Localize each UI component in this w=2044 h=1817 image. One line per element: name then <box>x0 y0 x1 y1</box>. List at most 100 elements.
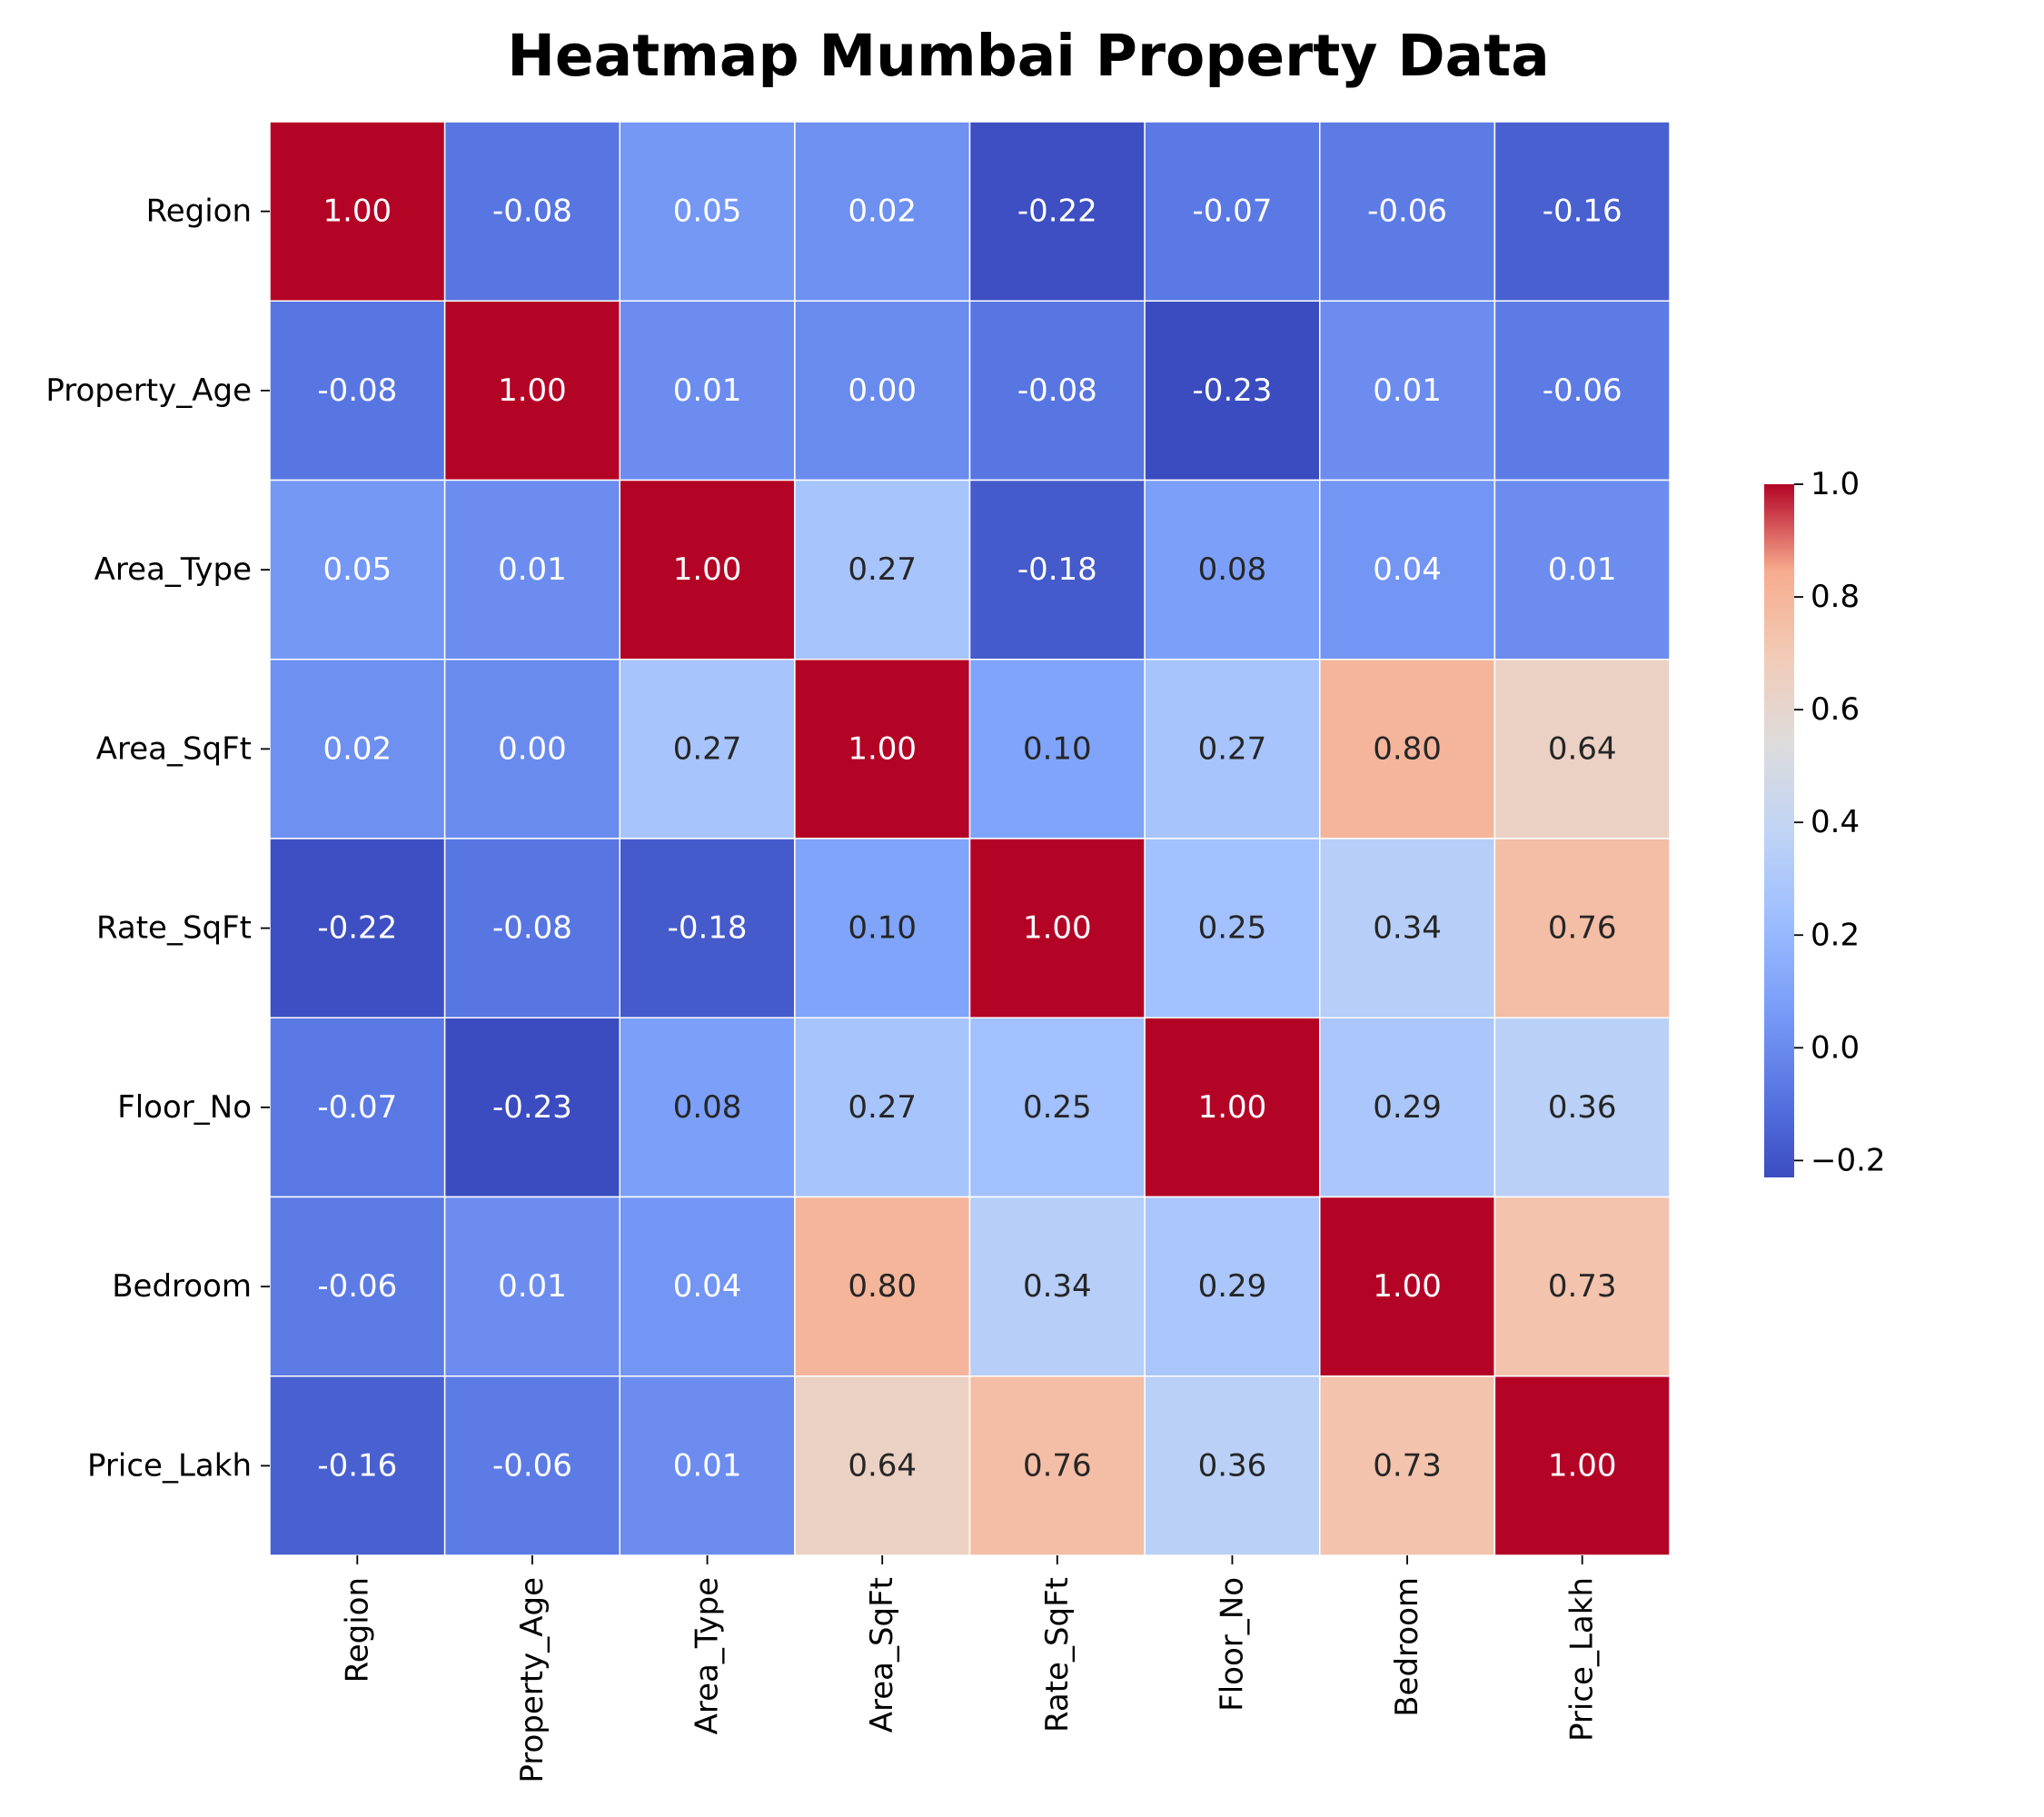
x-tick-label: Region <box>339 1577 375 1683</box>
cell-value-label: 1.00 <box>1373 1268 1442 1305</box>
cell-value-label: 0.01 <box>1373 372 1442 409</box>
heatmap-cell <box>619 659 796 839</box>
heatmap-cell <box>619 1017 796 1198</box>
cell-value-label: 0.08 <box>1198 551 1267 588</box>
cell-value-label: -0.22 <box>1017 194 1097 230</box>
y-tick-label: Floor_No <box>117 1089 252 1126</box>
heatmap-cell <box>1144 1017 1321 1198</box>
cell-value-label: 0.00 <box>848 372 917 409</box>
cell-value-label: 0.01 <box>498 551 567 588</box>
cell-value-label: 0.05 <box>673 194 742 230</box>
chart-title: Heatmap Mumbai Property Data <box>507 23 1550 89</box>
cell-value-label: 0.04 <box>673 1268 742 1305</box>
y-tick-label: Bedroom <box>112 1268 252 1305</box>
cell-value-label: -0.18 <box>668 910 748 947</box>
cell-value-label: 1.00 <box>1548 1447 1617 1484</box>
cell-value-label: 0.02 <box>848 194 917 230</box>
heatmap-cell <box>443 300 620 482</box>
heatmap-cell <box>968 1017 1146 1198</box>
cell-value-label: 1.00 <box>848 730 917 767</box>
cell-value-label: 0.76 <box>1023 1447 1092 1484</box>
colorbar-gradient <box>1764 484 1794 1177</box>
cell-value-label: -0.23 <box>1192 372 1272 409</box>
heatmap-cell <box>1144 1375 1321 1556</box>
cell-value-label: 0.29 <box>1373 1089 1442 1126</box>
x-tick-label: Area_SqFt <box>864 1577 900 1733</box>
cell-value-label: 1.00 <box>1198 1089 1267 1126</box>
cell-value-label: 0.10 <box>1023 730 1092 767</box>
heatmap-cell <box>269 659 446 839</box>
heatmap-cell <box>1319 300 1496 482</box>
cell-value-label: 0.01 <box>1548 551 1617 588</box>
cell-value-label: -0.06 <box>1367 194 1447 230</box>
heatmap-cell <box>968 300 1146 482</box>
cell-value-label: 0.36 <box>1548 1089 1617 1126</box>
x-tick-label: Area_Type <box>690 1577 726 1734</box>
heatmap-cell <box>968 659 1146 839</box>
y-tick-label: Region <box>146 194 252 230</box>
heatmap-cell <box>1144 121 1321 302</box>
heatmap-grid <box>269 121 1671 1556</box>
cell-value-label: 0.27 <box>1198 730 1267 767</box>
y-tick-label: Area_Type <box>94 551 252 588</box>
heatmap-cell <box>1144 479 1321 660</box>
y-tick-label: Area_SqFt <box>96 730 252 767</box>
heatmap-cell <box>1319 1196 1496 1377</box>
cell-value-label: -0.08 <box>317 372 397 409</box>
heatmap-cell <box>443 479 620 660</box>
heatmap-cell <box>1144 1196 1321 1377</box>
colorbar: 1.0 0.8 0.6 0.4 0.2 0.0 −0.2 <box>1764 466 1886 1178</box>
heatmap-cell <box>794 659 971 839</box>
cell-value-label: 0.27 <box>673 730 742 767</box>
cell-value-label: -0.23 <box>492 1089 572 1126</box>
heatmap-cell <box>1493 838 1671 1018</box>
heatmap-cell <box>1144 300 1321 482</box>
y-tick-label: Price_Lakh <box>87 1447 252 1484</box>
heatmap-cell <box>619 1196 796 1377</box>
heatmap-cell <box>1493 1196 1671 1377</box>
cell-value-label: 0.02 <box>322 730 392 767</box>
cell-value-label: 0.04 <box>1373 551 1442 588</box>
heatmap-cell <box>443 1196 620 1377</box>
x-tick-label: Price_Lakh <box>1564 1577 1601 1742</box>
heatmap-cell <box>1319 659 1496 839</box>
y-axis: Region Property_Age Area_Type Area_SqFt Rate… <box>45 194 270 1484</box>
cell-value-label: -0.08 <box>1017 372 1097 409</box>
cell-value-label: 0.08 <box>673 1089 742 1126</box>
x-axis: Region Property_Age Area_Type Area_SqFt Rate… <box>339 1555 1601 1783</box>
cell-value-label: 0.05 <box>322 551 392 588</box>
cell-value-label: 0.76 <box>1548 910 1617 947</box>
cell-value-label: -0.06 <box>1543 372 1622 409</box>
colorbar-tick-label: 0.6 <box>1811 691 1860 728</box>
cell-value-label: -0.08 <box>492 194 572 230</box>
heatmap-cell <box>794 121 971 302</box>
x-tick-label: Property_Age <box>514 1577 551 1783</box>
cell-value-label: 0.29 <box>1198 1268 1267 1305</box>
cell-value-labels: 1.00 -0.08 0.05 0.02 -0.22 -0.07 -0.06 -0.16 -0.… <box>317 194 1622 1484</box>
y-tick-label: Rate_SqFt <box>96 910 252 947</box>
cell-value-label: 0.80 <box>848 1268 917 1305</box>
cell-value-label: 0.34 <box>1023 1268 1092 1305</box>
cell-value-label: 0.34 <box>1373 910 1442 947</box>
x-tick-label: Bedroom <box>1389 1577 1425 1717</box>
cell-value-label: 0.27 <box>848 551 917 588</box>
cell-value-label: 0.27 <box>848 1089 917 1126</box>
cell-value-label: 0.01 <box>673 1447 742 1484</box>
cell-value-label: -0.07 <box>1192 194 1272 230</box>
cell-value-label: -0.16 <box>317 1447 397 1484</box>
cell-value-label: 0.25 <box>1023 1089 1092 1126</box>
cell-value-label: 0.73 <box>1373 1447 1442 1484</box>
heatmap-cell <box>619 1375 796 1556</box>
y-tick-label: Property_Age <box>45 372 252 409</box>
heatmap-cell <box>1493 300 1671 482</box>
cell-value-label: 0.64 <box>1548 730 1617 767</box>
colorbar-tick-label: 1.0 <box>1811 466 1860 502</box>
cell-value-label: -0.16 <box>1543 194 1622 230</box>
colorbar-tick-label: 0.2 <box>1811 917 1860 953</box>
heatmap-cell <box>443 121 620 302</box>
cell-value-label: 0.01 <box>498 1268 567 1305</box>
cell-value-label: 0.80 <box>1373 730 1442 767</box>
heatmap-cell <box>619 838 796 1018</box>
colorbar-tick-label: 0.4 <box>1811 804 1860 840</box>
